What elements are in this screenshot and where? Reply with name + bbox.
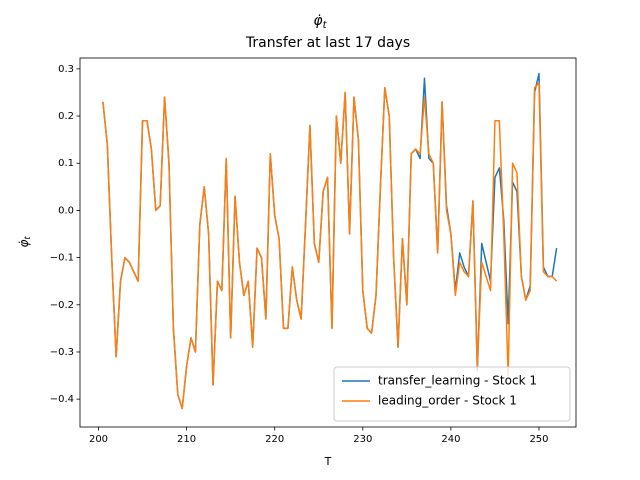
y-tick-label: −0.1: [50, 253, 74, 264]
x-tick-label: 220: [265, 434, 284, 445]
y-axis-label: φ̇t: [17, 236, 32, 248]
x-tick-label: 230: [353, 434, 372, 445]
y-tick-label: 0.0: [58, 205, 74, 216]
chart-title: φ̇t: [313, 13, 327, 31]
y-tick-label: −0.4: [50, 394, 74, 405]
y-tick-label: 0.1: [58, 158, 74, 169]
chart-subtitle: Transfer at last 17 days: [245, 35, 410, 51]
y-tick-label: 0.2: [58, 111, 74, 122]
y-tick-label: −0.3: [50, 347, 74, 358]
x-axis-label: T: [324, 455, 332, 468]
legend-box: [333, 366, 571, 422]
ylabel-symbol: φ̇: [17, 240, 31, 248]
title-symbol: φ̇: [313, 13, 323, 29]
line-series: [102, 82, 558, 410]
x-tick-label: 210: [177, 434, 196, 445]
x-tick-label: 200: [89, 434, 108, 445]
x-tick-label: 240: [441, 434, 460, 445]
x-tick-label: 250: [529, 434, 548, 445]
title-subscript: t: [323, 20, 328, 31]
y-tick-label: 0.3: [58, 64, 74, 75]
legend-label: transfer_learning - Stock 1: [378, 374, 537, 388]
legend-label: leading_order - Stock 1: [378, 394, 517, 408]
y-tick-label: −0.2: [50, 300, 74, 311]
ylabel-subscript: t: [23, 236, 32, 240]
plot-frame: [79, 57, 577, 428]
